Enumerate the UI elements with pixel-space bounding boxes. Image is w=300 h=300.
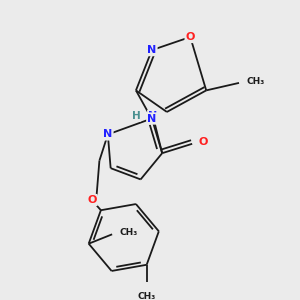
Text: N: N [148,111,158,121]
Text: O: O [199,137,208,147]
Text: CH₃: CH₃ [137,292,156,300]
Text: N: N [103,129,112,140]
Text: N: N [147,113,157,124]
Text: O: O [186,32,195,42]
Text: N: N [147,45,157,55]
Text: CH₃: CH₃ [120,228,138,237]
Text: H: H [132,111,140,121]
Text: O: O [87,195,97,205]
Text: CH₃: CH₃ [247,76,265,85]
